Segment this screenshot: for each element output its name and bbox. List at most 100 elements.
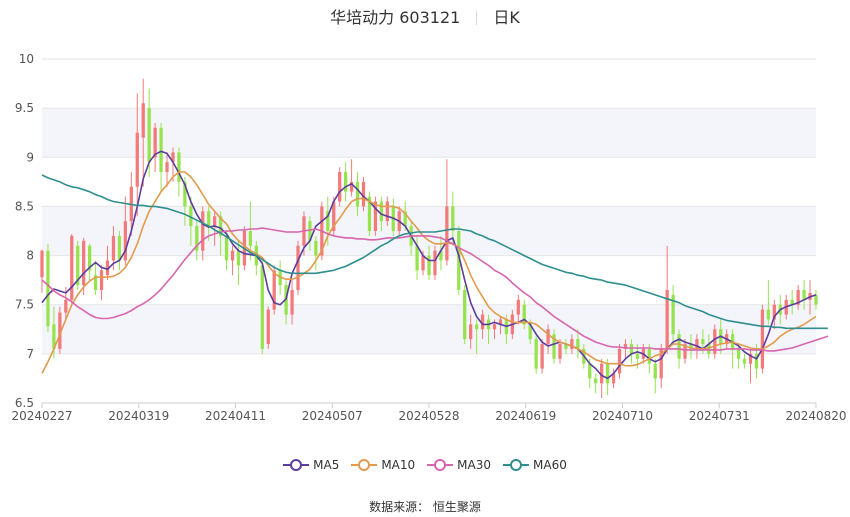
candle-body <box>260 265 264 349</box>
candle <box>361 176 366 212</box>
candle-body <box>516 299 520 315</box>
candle-body <box>588 363 592 379</box>
candle-body <box>165 162 169 173</box>
candle <box>87 243 92 281</box>
candle <box>99 265 104 300</box>
x-axis: 20240227 20240319 20240411 20240507 20240528… <box>11 402 847 423</box>
candle-body <box>373 201 378 231</box>
candle-body <box>367 196 372 231</box>
ma60-line <box>41 174 828 330</box>
candle-body <box>421 255 425 271</box>
x-tick-label: 20240411 <box>205 409 266 423</box>
candle-body <box>82 240 86 286</box>
legend-label: MA10 <box>381 458 416 472</box>
candle-body <box>314 240 318 256</box>
chart-title: 华培动力 603121 日K <box>0 4 850 28</box>
candle-body <box>338 172 342 202</box>
candle <box>433 245 437 281</box>
legend-item-ma30[interactable]: MA30 <box>427 458 491 472</box>
candle-body <box>230 250 235 261</box>
legend-item-ma5[interactable]: MA5 <box>283 458 339 472</box>
candle <box>594 373 598 394</box>
candle-body <box>141 103 145 138</box>
y-tick-label: 9.5 <box>15 101 34 115</box>
candle <box>367 191 372 236</box>
candle-body <box>135 132 139 187</box>
legend-label: MA5 <box>313 458 340 472</box>
plot-band <box>42 304 816 354</box>
moving-average-lines <box>41 150 829 380</box>
candle-body <box>546 329 550 345</box>
candle <box>570 334 574 354</box>
candle <box>605 358 610 396</box>
candle-body <box>659 348 663 379</box>
candle-body <box>224 235 229 261</box>
candle-body <box>379 201 384 222</box>
candle <box>558 339 562 364</box>
candle-body <box>736 348 741 359</box>
candle <box>600 358 604 399</box>
candle <box>748 348 753 384</box>
candle <box>117 231 122 271</box>
candle <box>153 122 157 173</box>
candle <box>683 339 687 364</box>
candle <box>659 344 663 389</box>
candle <box>355 172 360 217</box>
candle <box>70 233 74 305</box>
candle <box>451 191 455 246</box>
plot-bands <box>42 108 816 354</box>
legend-item-ma10[interactable]: MA10 <box>351 458 415 472</box>
candle-body <box>570 339 574 349</box>
candle-body <box>742 358 747 364</box>
candle <box>308 216 312 251</box>
candle-body <box>326 211 330 231</box>
candle <box>653 358 657 394</box>
x-tick-label: 20240731 <box>689 409 750 423</box>
candle <box>296 240 300 295</box>
candle-body <box>617 348 622 374</box>
candle-body <box>105 260 110 276</box>
candle-body <box>123 221 127 261</box>
candle <box>189 196 193 246</box>
candle-body <box>355 181 360 207</box>
candle-body <box>40 250 44 278</box>
candle <box>576 329 580 359</box>
candle <box>290 280 294 325</box>
candle <box>260 260 264 354</box>
x-tick-label: 20240710 <box>592 409 653 423</box>
candle <box>266 306 270 349</box>
candle <box>474 319 479 354</box>
candle-body <box>266 309 270 345</box>
candle <box>445 159 449 266</box>
legend-item-ma60[interactable]: MA60 <box>503 458 567 472</box>
candle-body <box>171 152 175 163</box>
candle-body <box>76 245 80 286</box>
candle <box>564 339 568 354</box>
candle <box>498 316 503 335</box>
period-label: 日K <box>493 8 520 27</box>
candle-body <box>635 353 640 359</box>
candle <box>552 329 556 364</box>
candle-body <box>665 289 669 349</box>
candle <box>629 339 634 364</box>
candle <box>790 289 794 315</box>
candle <box>76 240 80 290</box>
candle <box>201 206 205 261</box>
candle-body <box>451 206 455 231</box>
candle-body <box>790 299 794 305</box>
candle-body <box>671 294 675 335</box>
y-tick-label: 6.5 <box>15 396 34 410</box>
candle-body <box>754 353 759 369</box>
candle-body <box>177 152 181 182</box>
candle-body <box>558 344 562 359</box>
data-source: 数据来源： 恒生聚源 <box>369 500 481 514</box>
candle <box>713 324 717 359</box>
candle-body <box>594 378 598 384</box>
legend-marker-icon <box>351 459 378 471</box>
candle <box>665 245 669 354</box>
candle <box>135 93 139 217</box>
candle-body <box>52 324 56 349</box>
candle-body <box>701 339 705 345</box>
candle <box>814 289 818 310</box>
candle <box>165 152 169 187</box>
